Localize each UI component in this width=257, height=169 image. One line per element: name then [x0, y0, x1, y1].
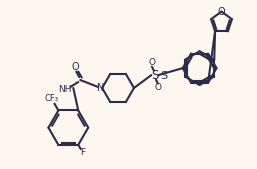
Text: O: O	[218, 7, 225, 17]
Text: NH: NH	[59, 86, 72, 94]
Text: O: O	[71, 62, 79, 72]
Text: S: S	[160, 71, 167, 81]
Text: CF₃: CF₃	[44, 94, 58, 103]
Text: O: O	[148, 58, 155, 67]
Text: O: O	[154, 83, 161, 92]
Text: S: S	[151, 69, 159, 82]
Text: F: F	[80, 148, 85, 157]
Text: N: N	[97, 83, 105, 93]
